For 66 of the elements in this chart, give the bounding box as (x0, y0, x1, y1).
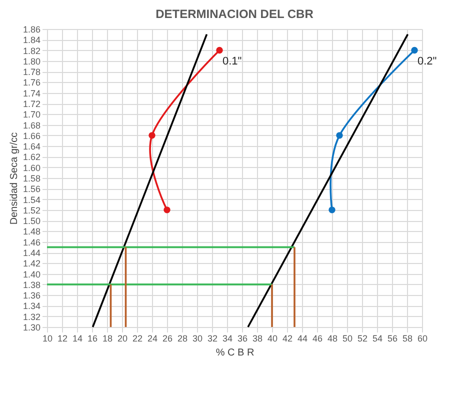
x-axis-title: % C B R (216, 348, 254, 358)
y-tick-label: 1.74 (22, 88, 40, 98)
y-tick-label: 1.34 (22, 301, 40, 312)
y-tick-label: 1.60 (22, 162, 40, 173)
point (216, 46, 223, 54)
y-tick-label: 1.82 (22, 46, 40, 56)
y-tick-label: 1.32 (22, 312, 40, 322)
x-tick-label: 30 (192, 334, 203, 344)
annotation: 0.2" (418, 55, 437, 68)
x-tick-label: 40 (267, 334, 278, 344)
x-tick-label: 38 (252, 334, 263, 344)
point (328, 206, 336, 214)
x-tick-label: 22 (132, 334, 143, 344)
x-tick-label: 26 (162, 334, 173, 344)
x-tick-label: 14 (72, 334, 83, 344)
y-tick-label: 1.42 (22, 258, 40, 269)
y-axis-title: Densidad Seca gr/cc (8, 132, 20, 225)
y-tick-label: 1.80 (22, 56, 40, 66)
point (148, 132, 156, 139)
x-tick-label: 24 (147, 334, 158, 344)
y-tick-label: 1.54 (22, 194, 40, 205)
y-tick-label: 1.66 (22, 130, 40, 141)
x-tick-label: 36 (237, 334, 248, 344)
y-tick-label: 1.78 (22, 67, 40, 78)
y-tick-label: 1.86 (22, 24, 40, 34)
y-tick-label: 1.46 (22, 237, 40, 248)
x-tick-label: 34 (222, 334, 233, 344)
x-tick-label: 56 (387, 334, 398, 344)
x-tick-label: 58 (402, 334, 413, 344)
y-tick-label: 1.84 (22, 35, 40, 46)
y-tick-label: 1.50 (22, 216, 40, 226)
x-tick-label: 50 (342, 334, 353, 344)
x-tick-label: 32 (207, 334, 218, 344)
chart-title: DETERMINACION DEL CBR (156, 7, 314, 21)
y-tick-label: 1.68 (22, 120, 40, 130)
x-tick-label: 44 (297, 334, 308, 344)
x-tick-label: 60 (417, 334, 428, 344)
y-tick-label: 1.44 (22, 248, 40, 258)
x-tick-label: 42 (282, 334, 293, 344)
x-tick-label: 46 (312, 334, 323, 344)
y-tick-label: 1.62 (22, 152, 40, 162)
x-tick-label: 20 (117, 334, 128, 344)
y-tick-label: 1.30 (22, 322, 40, 332)
y-tick-label: 1.38 (22, 280, 40, 290)
annotation: 0.1" (222, 55, 242, 68)
y-tick-label: 1.64 (22, 142, 40, 152)
x-tick-label: 10 (42, 334, 53, 344)
x-tick-label: 16 (87, 334, 98, 344)
y-tick-label: 1.40 (22, 269, 40, 280)
y-tick-label: 1.52 (22, 205, 40, 216)
x-tick-label: 52 (357, 334, 368, 344)
y-tick-label: 1.76 (22, 78, 40, 88)
point (411, 46, 418, 54)
y-tick-label: 1.48 (22, 226, 40, 237)
point (336, 132, 343, 139)
x-tick-label: 12 (57, 334, 68, 344)
x-tick-label: 48 (327, 334, 338, 344)
x-tick-label: 28 (177, 334, 188, 344)
y-tick-label: 1.70 (22, 110, 40, 120)
x-tick-label: 18 (102, 334, 113, 344)
y-tick-label: 1.72 (22, 99, 40, 109)
x-tick-label: 54 (372, 334, 383, 344)
point (164, 206, 170, 214)
y-tick-label: 1.36 (22, 290, 40, 301)
y-tick-label: 1.56 (22, 184, 40, 194)
y-tick-label: 1.58 (22, 174, 40, 184)
